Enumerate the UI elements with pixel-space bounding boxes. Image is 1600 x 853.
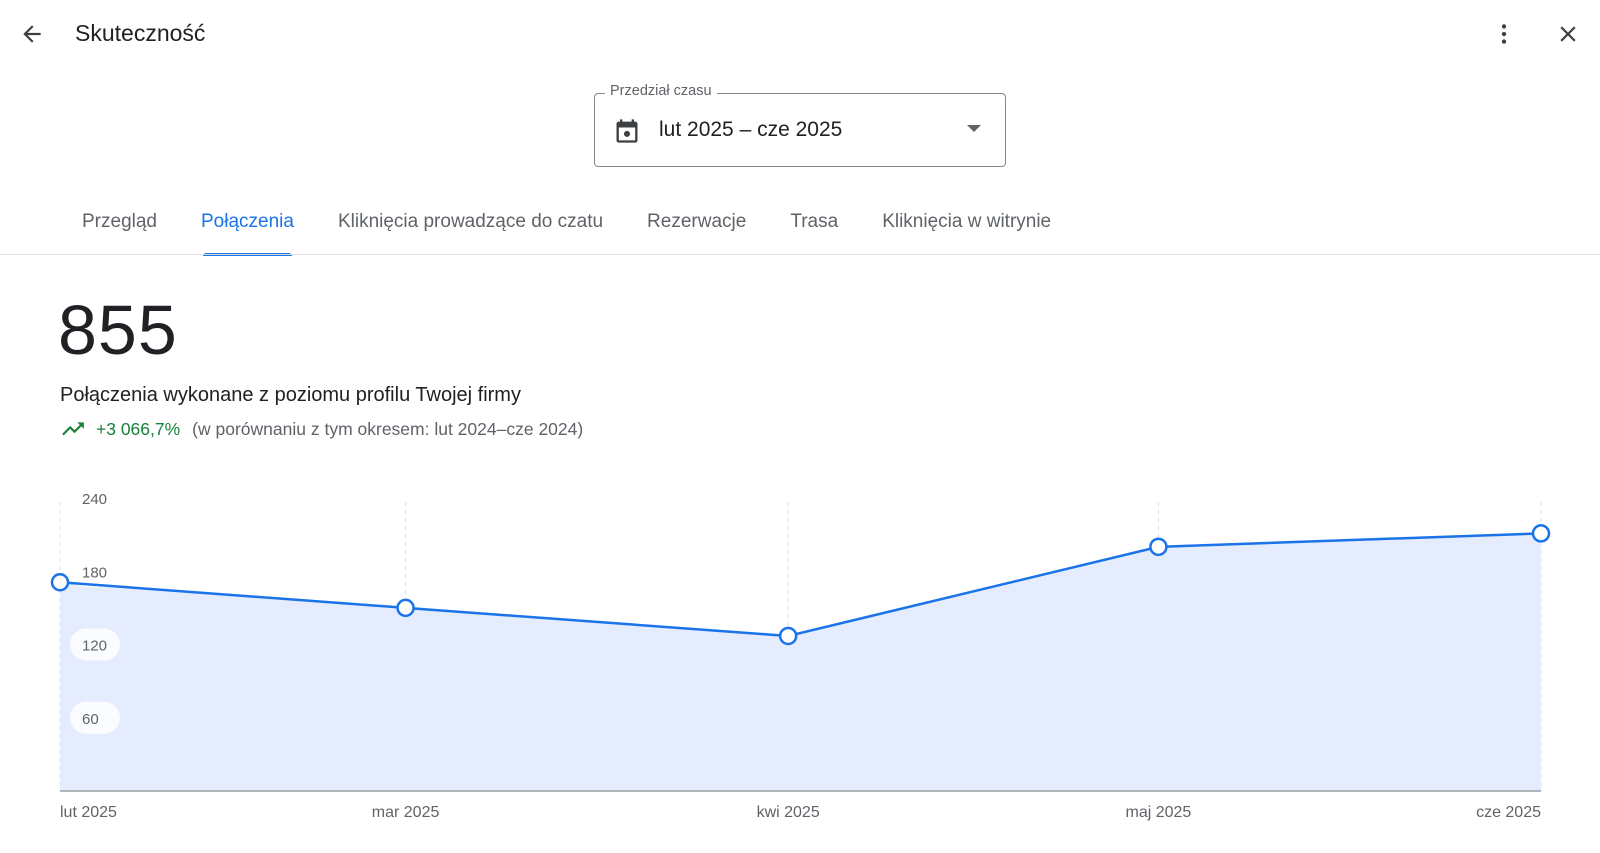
tab-bar: Przegląd Połączenia Kliknięcia prowadząc… (60, 195, 1073, 256)
tab-chat-clicks[interactable]: Kliknięcia prowadzące do czatu (337, 211, 604, 232)
y-tick: 60 (70, 701, 120, 734)
tab-overview[interactable]: Przegląd (82, 211, 157, 232)
time-range-select[interactable]: Przedział czasu lut 2025 – cze 2025 (594, 83, 1006, 167)
data-point[interactable] (50, 572, 70, 592)
tabs-divider (0, 254, 1600, 255)
y-tick: 240 (70, 482, 120, 514)
y-tick-label: 240 (82, 491, 107, 508)
y-tick-label: 120 (82, 638, 107, 655)
comparison-period: (w porównaniu z tym okresem: lut 2024–cz… (192, 419, 584, 439)
tab-directions[interactable]: Trasa (790, 211, 839, 232)
time-range-value: lut 2025 – cze 2025 (659, 118, 843, 141)
dropdown-arrow-icon (967, 125, 981, 132)
y-tick-label: 180 (82, 564, 107, 581)
y-tick: 120 (70, 628, 120, 661)
tab-website-clicks[interactable]: Kliknięcia w witrynie (882, 211, 1052, 232)
arrow-back-icon (23, 25, 41, 43)
calls-chart: 60 120 180 240 lut 2025 mar 2025 kwi 2025 maj … (50, 482, 1551, 821)
back-button[interactable] (12, 14, 52, 54)
x-tick-label: lut 2025 (60, 804, 117, 821)
time-range-label: Przedział czasu (605, 83, 717, 99)
x-tick-label: maj 2025 (1125, 804, 1191, 821)
calendar-icon (616, 119, 638, 143)
y-tick-label: 60 (82, 711, 99, 728)
tab-bookings[interactable]: Rezerwacje (647, 211, 747, 232)
y-tick: 180 (70, 555, 120, 588)
page-title: Skuteczność (75, 20, 206, 46)
total-calls-value: 855 (58, 291, 178, 369)
data-point[interactable] (396, 598, 415, 618)
data-point[interactable] (778, 626, 798, 646)
x-tick-label: mar 2025 (372, 804, 440, 821)
x-tick-label: kwi 2025 (757, 804, 820, 821)
close-icon (1560, 26, 1576, 42)
top-app-bar: Skuteczność (0, 0, 1600, 68)
data-point[interactable] (1531, 524, 1551, 543)
more-options-button[interactable] (1484, 14, 1524, 54)
metric-description: Połączenia wykonane z poziomu profilu Tw… (60, 384, 521, 406)
close-button[interactable] (1548, 14, 1588, 54)
x-tick-label: cze 2025 (1476, 804, 1541, 821)
tab-calls[interactable]: Połączenia (179, 195, 316, 256)
comparison-row: +3 066,7% (w porównaniu z tym okresem: l… (60, 419, 583, 440)
more-vert-icon (1501, 24, 1507, 44)
area-fill (60, 533, 1541, 791)
trending-up-icon (62, 421, 84, 435)
change-percentage: +3 066,7% (96, 419, 181, 439)
data-point[interactable] (1149, 537, 1168, 557)
